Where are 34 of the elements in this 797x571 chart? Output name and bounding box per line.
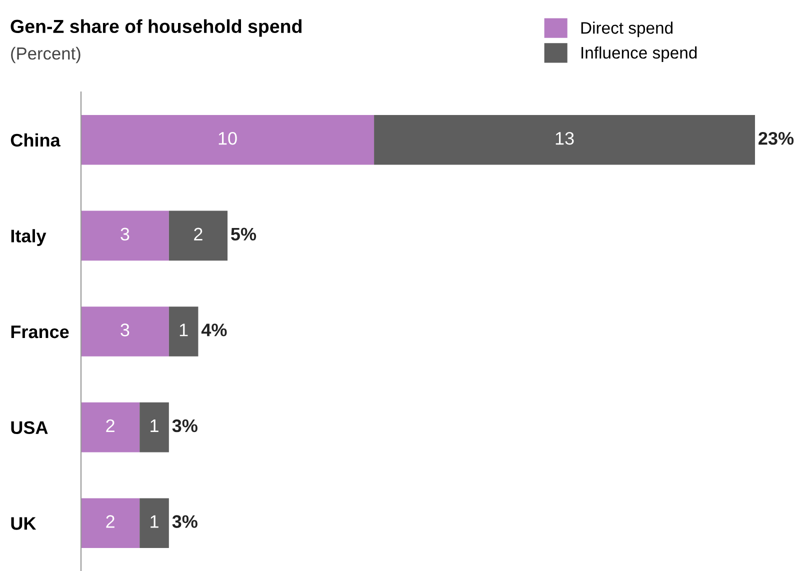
y-tick-label: China <box>10 133 60 147</box>
chart-subtitle: (Percent) <box>11 46 80 64</box>
y-tick-label: Italy <box>11 229 46 246</box>
data-label: 1 <box>150 420 158 432</box>
legend-label: Influence spend <box>582 46 697 62</box>
y-tick-label: France <box>11 326 69 338</box>
data-label: 2 <box>194 228 202 240</box>
y-tick-label: UK <box>11 517 36 530</box>
bar <box>140 402 169 452</box>
data-label: 3 <box>120 324 130 336</box>
bar <box>81 306 169 356</box>
bar <box>81 498 140 548</box>
bar <box>140 498 169 548</box>
bar <box>81 210 169 261</box>
data-label: 10 <box>218 132 237 145</box>
total-label: 4% <box>201 324 227 336</box>
bar <box>374 114 755 165</box>
data-label: 13 <box>556 132 574 145</box>
data-label: 3 <box>120 228 130 241</box>
total-label: 23% <box>758 132 794 145</box>
data-label: 1 <box>150 515 158 528</box>
data-label: 2 <box>106 419 114 432</box>
bar <box>81 114 374 165</box>
data-label: 2 <box>106 515 114 528</box>
total-label: 5% <box>231 228 256 241</box>
total-label: 3% <box>172 515 198 528</box>
bar <box>81 402 140 452</box>
bar <box>168 210 228 261</box>
legend-label: Direct spend <box>581 22 672 38</box>
data-label: 1 <box>180 324 188 336</box>
y-tick-label: USA <box>11 421 48 434</box>
chart-title: Gen-Z share of household spend <box>10 19 302 37</box>
bar <box>168 306 198 356</box>
total-label: 3% <box>172 419 198 432</box>
